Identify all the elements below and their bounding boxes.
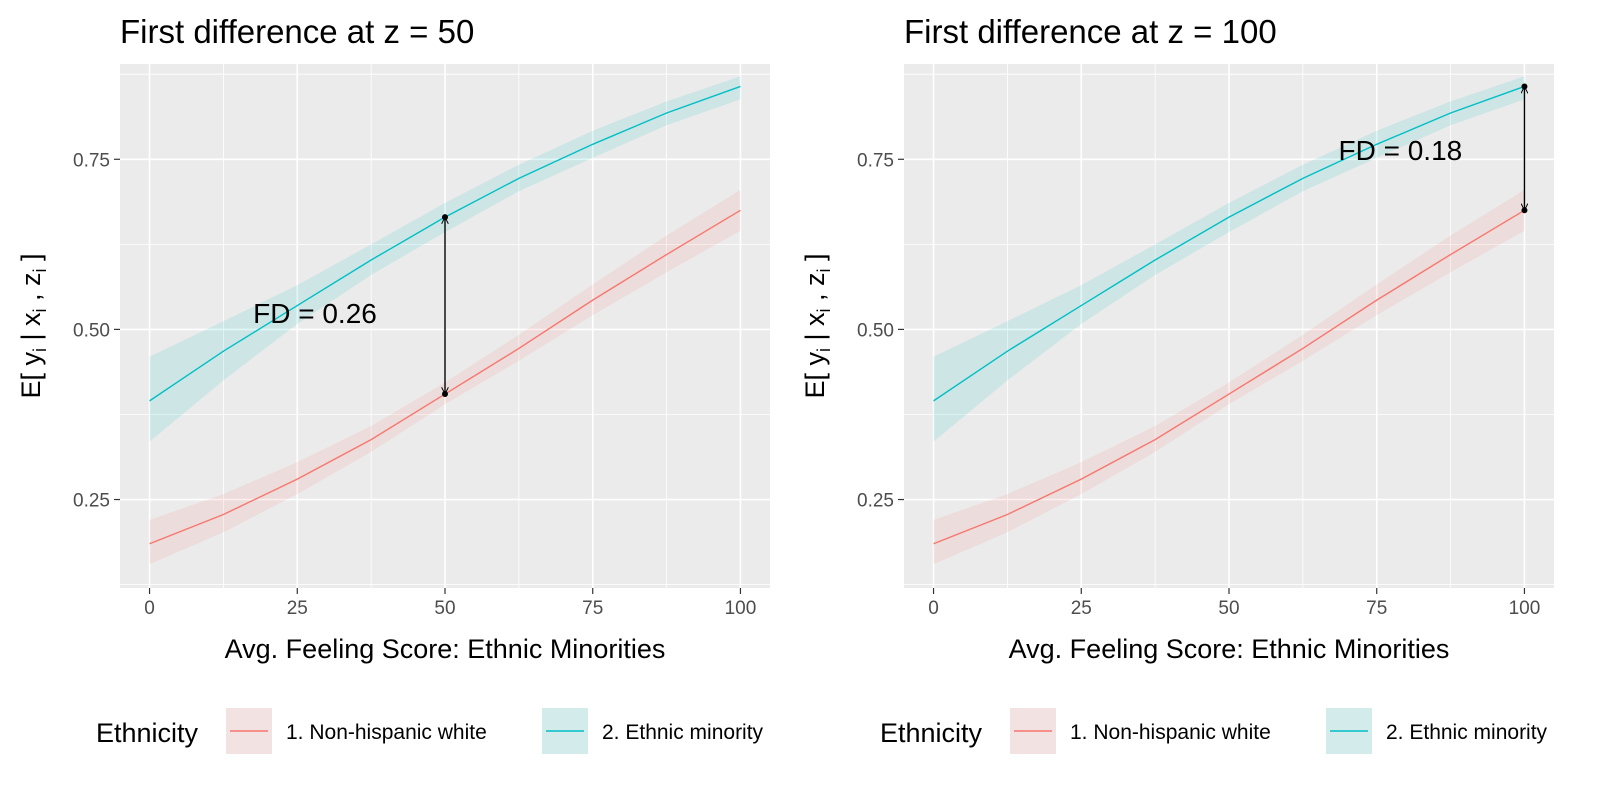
fd-annotation-label: FD = 0.18 [1338, 135, 1462, 166]
fd-point-bottom [442, 391, 448, 398]
y-axis-label: E[ yi | xi , zi ] [16, 253, 50, 398]
y-axis-label-part: ] [800, 253, 830, 268]
legend-label: 1. Non-hispanic white [1070, 721, 1271, 744]
panel-2: FD = 0.18 0 25 50 75 100 0.25 0.50 0.75 First dif… [800, 13, 1554, 754]
ribbon-series-2 [149, 76, 741, 442]
y-axis-label-part: E[ y [800, 352, 830, 399]
y-axis-label-subscript: i [30, 268, 50, 272]
fd-point-bottom [1521, 207, 1528, 214]
legend: Ethnicity 1. Non-hispanic white 2. Ethnic … [96, 708, 764, 754]
y-axis-label-part: , z [16, 272, 46, 308]
y-axis-label-part: , z [800, 272, 830, 308]
x-axis-label: Avg. Feeling Score: Ethnic Minorities [225, 634, 666, 664]
fd-point-top [1521, 83, 1528, 90]
y-axis-label-subscript: i [30, 348, 50, 352]
x-tick-label: 25 [287, 598, 308, 619]
y-axis-label-subscript: i [814, 308, 834, 312]
x-tick-label: 50 [434, 598, 455, 619]
legend-item-2: 2. Ethnic minority [1326, 708, 1548, 754]
legend: Ethnicity 1. Non-hispanic white 2. Ethnic … [880, 708, 1548, 754]
panel-1: FD = 0.26 0 25 50 75 100 0.25 0.50 0.75 First dif… [16, 13, 770, 754]
ribbon-series-1 [933, 189, 1525, 565]
y-tick-label: 0.50 [857, 320, 894, 341]
chart-title: First difference at z = 50 [120, 13, 474, 50]
y-axis-label-part: E[ y [16, 352, 46, 399]
y-axis-label-subscript: i [30, 308, 50, 312]
y-tick-label: 0.25 [73, 491, 110, 512]
x-tick-label: 100 [725, 598, 757, 619]
legend-label: 2. Ethnic minority [602, 721, 764, 744]
y-tick-label: 0.75 [73, 150, 110, 171]
y-axis-label: E[ yi | xi , zi ] [800, 253, 834, 398]
y-tick-label: 0.75 [857, 150, 894, 171]
y-axis-label-subscript: i [814, 268, 834, 272]
legend-item-1: 1. Non-hispanic white [226, 708, 487, 754]
legend-item-1: 1. Non-hispanic white [1010, 708, 1271, 754]
y-axis-label-part: ] [16, 253, 46, 268]
y-axis-label-part: | x [16, 312, 46, 348]
x-tick-label: 25 [1071, 598, 1092, 619]
x-tick-label: 50 [1218, 598, 1239, 619]
x-tick-label: 0 [144, 598, 155, 619]
legend-title: Ethnicity [880, 718, 983, 748]
ribbon-series-1 [149, 189, 741, 565]
legend-label: 1. Non-hispanic white [286, 721, 487, 744]
legend-item-2: 2. Ethnic minority [542, 708, 764, 754]
y-tick-label: 0.50 [73, 320, 110, 341]
fd-point-top [442, 214, 448, 221]
legend-label: 2. Ethnic minority [1386, 721, 1548, 744]
fd-annotation-label: FD = 0.26 [253, 298, 377, 329]
ribbon-series-2 [933, 76, 1525, 442]
x-tick-label: 0 [928, 598, 939, 619]
chart-title: First difference at z = 100 [904, 13, 1277, 50]
legend-title: Ethnicity [96, 718, 199, 748]
y-tick-label: 0.25 [857, 491, 894, 512]
x-axis-label: Avg. Feeling Score: Ethnic Minorities [1009, 634, 1450, 664]
line-series-2 [933, 85, 1525, 402]
y-axis-label-subscript: i [814, 348, 834, 352]
x-tick-label: 75 [1366, 598, 1387, 619]
x-tick-label: 100 [1509, 598, 1541, 619]
x-tick-label: 75 [582, 598, 603, 619]
y-axis-label-part: | x [800, 312, 830, 348]
line-series-1 [933, 209, 1525, 545]
